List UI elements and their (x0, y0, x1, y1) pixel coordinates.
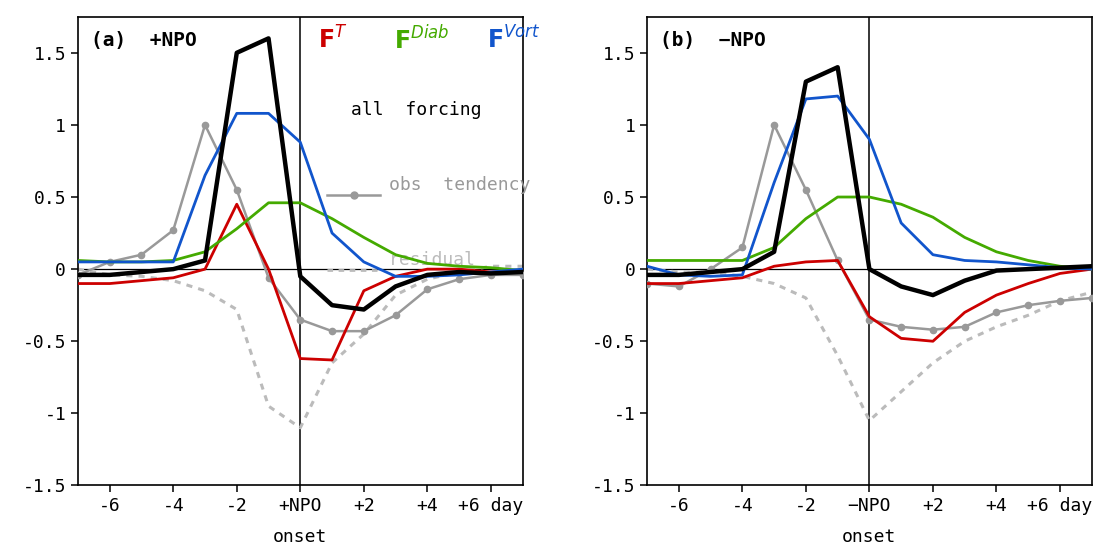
Text: residual: residual (389, 251, 476, 269)
Text: onset: onset (842, 528, 897, 546)
Text: $\mathit{\mathbf{F}}^{Vort}$: $\mathit{\mathbf{F}}^{Vort}$ (487, 26, 540, 54)
Text: all  forcing: all forcing (351, 101, 481, 119)
Text: $\mathit{\mathbf{F}}^{\mathit{T}}$: $\mathit{\mathbf{F}}^{\mathit{T}}$ (319, 26, 348, 54)
Text: onset: onset (273, 528, 328, 546)
Text: obs  tendency: obs tendency (389, 176, 530, 194)
Text: $\mathit{\mathbf{F}}^{Diab}$: $\mathit{\mathbf{F}}^{Diab}$ (393, 26, 449, 55)
Text: (b)  −NPO: (b) −NPO (661, 31, 766, 50)
Text: (a)  +NPO: (a) +NPO (91, 31, 197, 50)
